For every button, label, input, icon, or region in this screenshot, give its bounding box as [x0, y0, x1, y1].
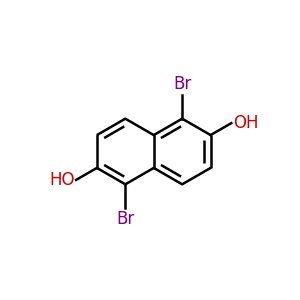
- Text: OH: OH: [233, 114, 258, 132]
- Text: HO: HO: [49, 171, 75, 189]
- Text: Br: Br: [116, 210, 134, 228]
- Text: Br: Br: [173, 75, 191, 93]
